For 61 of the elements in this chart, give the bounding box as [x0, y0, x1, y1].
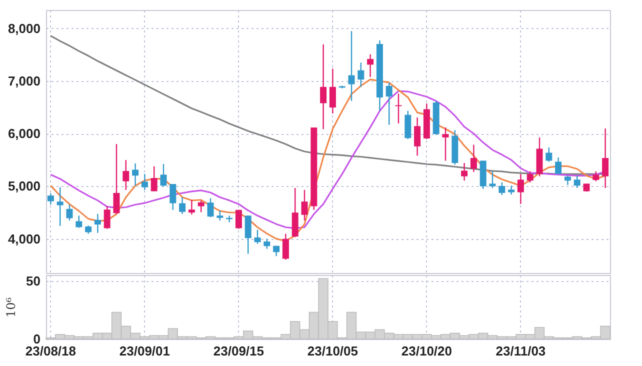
candlestick [404, 110, 412, 140]
candlestick [207, 198, 214, 218]
y-tick-label: 5,000 [8, 178, 40, 194]
x-tick-label: 23/10/20 [401, 344, 452, 358]
candlestick [348, 30, 355, 102]
x-tick-label: 23/09/15 [213, 344, 264, 358]
candlestick [470, 144, 477, 173]
candlestick [367, 54, 374, 78]
y-tick-label: 8,000 [8, 20, 40, 36]
candlestick [461, 162, 468, 182]
candlestick [395, 92, 402, 124]
y-tick-label: 4,000 [8, 231, 40, 246]
x-tick-label: 23/11/03 [496, 344, 546, 358]
y-axis-title: 10⁶ [4, 297, 18, 318]
candlestick [198, 200, 204, 213]
candlestick [498, 182, 506, 196]
candlestick [602, 128, 609, 189]
candlestick [150, 166, 158, 192]
candlestick [122, 159, 130, 191]
candlestick [235, 209, 242, 230]
candlestick [56, 186, 64, 226]
candlestick [94, 213, 101, 234]
candlestick [141, 173, 148, 191]
candlestick [442, 126, 449, 162]
candlestick [329, 68, 336, 114]
candlestick [160, 163, 167, 188]
candlestick [76, 214, 82, 228]
candlestick [301, 189, 308, 222]
candlestick [179, 196, 186, 214]
candlestick [592, 170, 600, 182]
candlestick [564, 175, 571, 186]
candlestick [414, 116, 421, 156]
y-tick-label: 50 [26, 273, 40, 288]
candlestick [216, 210, 224, 222]
candlestick [555, 156, 562, 176]
candlestick [517, 173, 524, 205]
candlestick [132, 162, 139, 186]
candlestick [104, 206, 110, 230]
candlestick [66, 204, 73, 222]
candlestick [526, 170, 534, 183]
x-tick-label: 23/09/01 [119, 344, 170, 358]
candlestick [546, 146, 552, 162]
x-tick-label: 23/08/18 [25, 344, 76, 358]
candlestick [489, 170, 496, 189]
candlestick [264, 238, 270, 250]
y-tick-label: 6,000 [8, 126, 40, 142]
y-tick-label: 0 [33, 332, 40, 346]
x-tick-label: 23/10/05 [307, 344, 358, 358]
candlestick [320, 44, 327, 130]
candlestick [113, 143, 120, 214]
candlestick [170, 183, 176, 210]
candlestick [386, 82, 392, 126]
candlestick [292, 187, 298, 238]
candlestick [358, 62, 364, 88]
candlestick [188, 199, 195, 216]
candlestick [47, 192, 54, 206]
y-tick-label: 7,000 [8, 74, 40, 89]
candlestick [244, 214, 252, 254]
candlestick [282, 233, 289, 260]
candlestick [254, 229, 261, 244]
candlestick [574, 175, 580, 189]
